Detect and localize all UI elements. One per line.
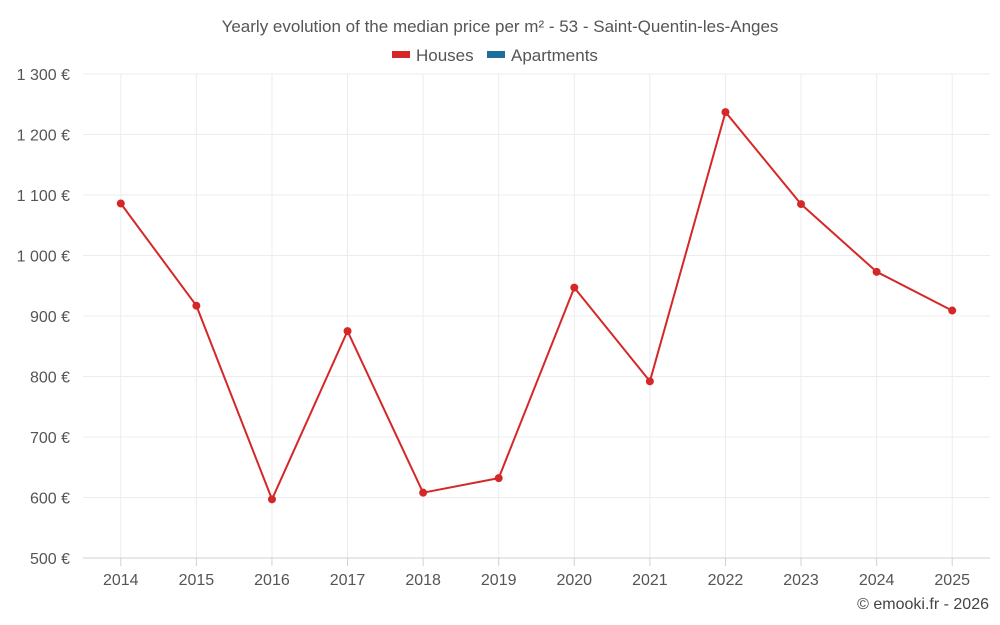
legend: Houses Apartments: [392, 46, 598, 65]
legend-swatch-houses: [392, 51, 410, 58]
y-tick-label: 1 100 €: [17, 188, 70, 205]
legend-item-apartments[interactable]: Apartments: [487, 46, 598, 65]
data-point-houses[interactable]: [570, 283, 579, 292]
x-tick-label: 2018: [405, 572, 441, 589]
x-tick-label: 2014: [103, 572, 139, 589]
x-tick-label: 2016: [254, 572, 290, 589]
data-point-houses[interactable]: [116, 199, 125, 208]
y-tick-label: 600 €: [30, 491, 70, 508]
data-point-houses[interactable]: [419, 488, 428, 497]
y-tick-label: 700 €: [30, 430, 70, 447]
y-tick-label: 1 300 €: [17, 67, 70, 84]
data-point-houses[interactable]: [872, 267, 881, 276]
x-tick-label: 2021: [632, 572, 668, 589]
x-tick-label: 2024: [859, 572, 895, 589]
gridlines: [83, 73, 990, 558]
x-tick-label: 2020: [556, 572, 592, 589]
series-line-houses: [119, 111, 953, 501]
y-tick-label: 800 €: [30, 370, 70, 387]
x-axis-ticks: 2014 2015 2016 2017 2018 2019 2020 2021 2022 2023…: [103, 558, 970, 589]
y-axis-ticks: 500 € 600 € 700 € 800 € 900 € 1 000 € 1 100 € 1…: [17, 67, 70, 568]
x-tick-label: 2022: [708, 572, 744, 589]
y-tick-label: 900 €: [30, 309, 70, 326]
x-tick-label: 2019: [481, 572, 517, 589]
data-point-houses[interactable]: [192, 301, 201, 310]
data-point-houses[interactable]: [343, 327, 352, 336]
data-point-houses[interactable]: [267, 495, 276, 504]
data-point-houses[interactable]: [797, 200, 806, 209]
series-houses: [116, 108, 957, 504]
data-point-houses[interactable]: [494, 474, 503, 483]
chart-title: Yearly evolution of the median price per…: [222, 17, 779, 36]
legend-item-houses[interactable]: Houses: [392, 46, 474, 65]
data-point-houses[interactable]: [645, 377, 654, 386]
y-tick-label: 1 000 €: [17, 249, 70, 266]
credit-text: © emooki.fr - 2026: [857, 596, 989, 613]
x-tick-label: 2017: [330, 572, 366, 589]
y-tick-label: 500 €: [30, 551, 70, 568]
x-tick-label: 2023: [783, 572, 819, 589]
x-tick-label: 2025: [934, 572, 970, 589]
data-point-houses[interactable]: [948, 306, 957, 315]
data-point-houses[interactable]: [721, 108, 730, 117]
y-tick-label: 1 200 €: [17, 128, 70, 145]
legend-label-houses: Houses: [416, 46, 474, 65]
x-tick-label: 2015: [179, 572, 215, 589]
legend-label-apartments: Apartments: [511, 46, 598, 65]
legend-swatch-apartments: [487, 51, 505, 58]
